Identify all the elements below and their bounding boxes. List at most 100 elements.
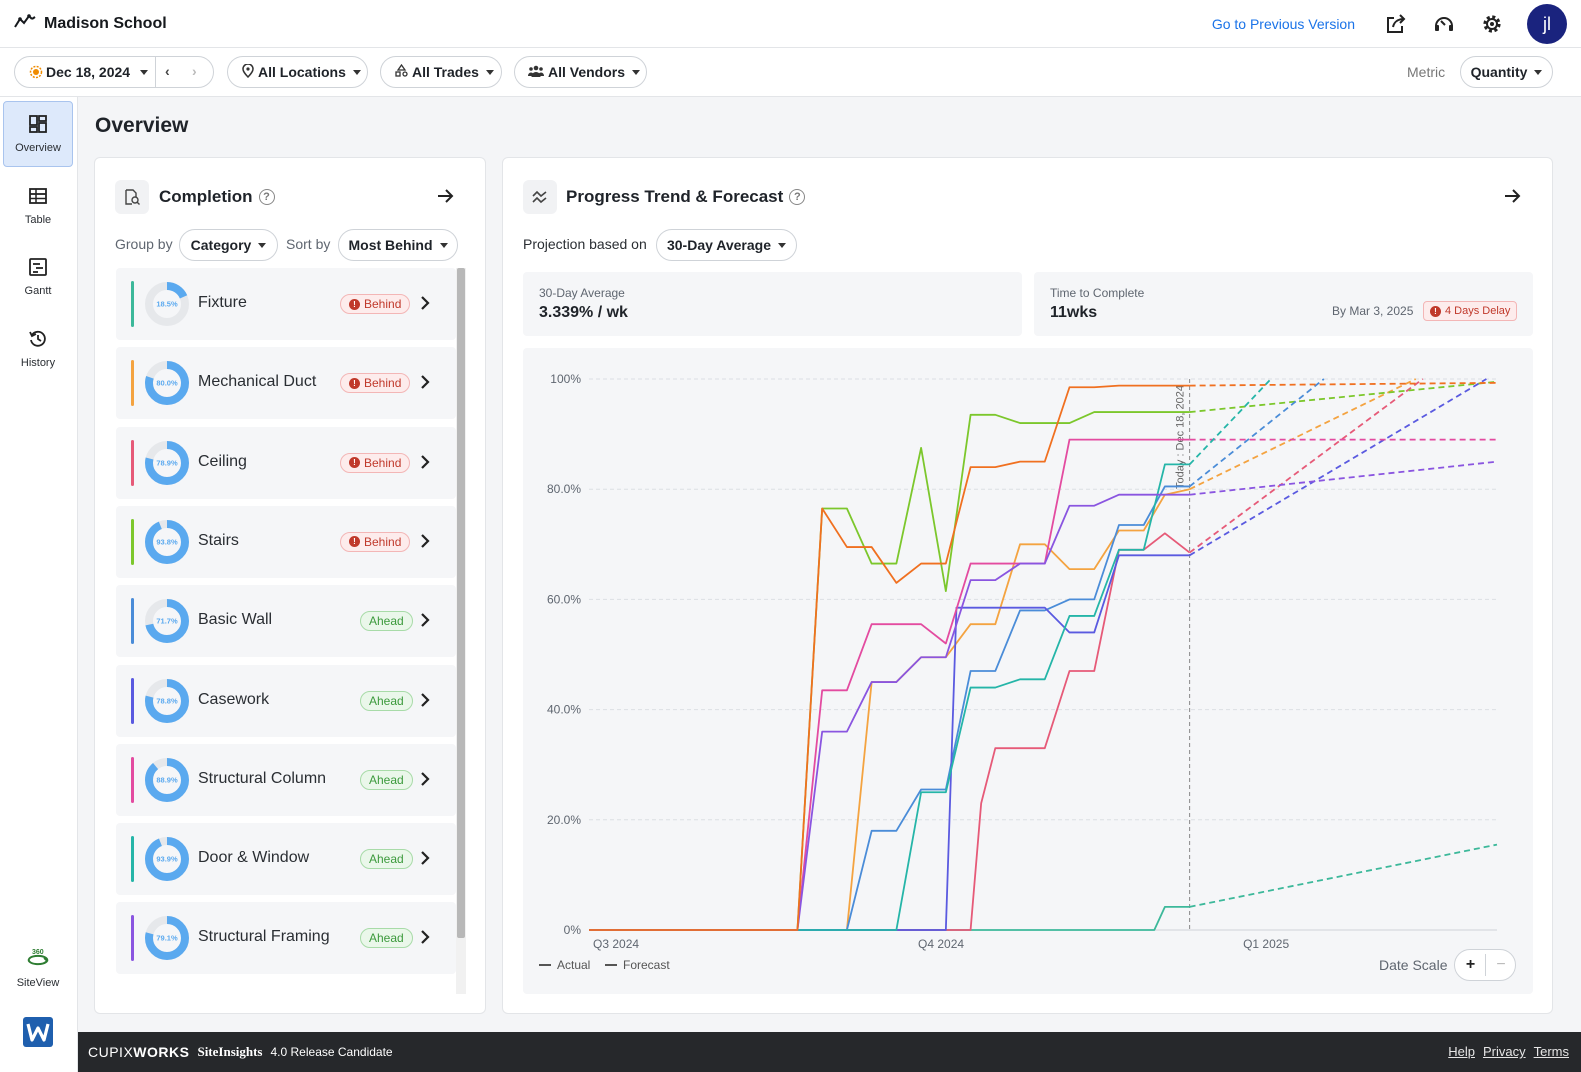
vendors-filter[interactable]: All Vendors [514,56,647,88]
nav-siteview-label: SiteView [16,977,60,989]
nav-gantt[interactable]: Gantt [3,244,73,310]
trend-title: Progress Trend & Forecast? [566,187,806,207]
donut-fill [145,519,189,564]
projection-select[interactable]: 30-Day Average [656,229,797,261]
x-tick-label: Q3 2024 [593,937,639,951]
table-icon [28,186,48,209]
forecast-line [1189,378,1487,557]
zoom-out-button[interactable]: − [1496,956,1506,973]
svg-text:360: 360 [32,949,44,956]
legend-forecast-swatch [605,964,617,966]
nav-table[interactable]: Table [3,173,73,239]
donut-percent-label: 78.8% [156,696,178,705]
y-tick-label: 0% [564,923,582,937]
forecast-line [1189,378,1424,554]
sidebar: Overview Table Gantt History 360 SiteVie… [0,97,78,1072]
donut-percent-label: 71.7% [156,617,178,626]
trend-title-text: Progress Trend & Forecast [566,187,784,206]
chevron-right-icon[interactable] [420,374,430,395]
nav-history[interactable]: History [3,316,73,382]
next-date-chevron-icon[interactable]: › [192,63,197,79]
completion-donut: 71.7% [145,599,189,644]
status-text: Ahead [369,852,404,867]
donut-percent-label: 93.9% [156,855,178,864]
completion-row[interactable]: 18.5% Fixture! Behind [116,268,456,340]
group-by-caret-icon [258,242,267,248]
chevron-right-icon[interactable] [420,295,430,316]
support-icon[interactable] [1431,11,1457,37]
completion-row[interactable]: 88.9% Structural Column Ahead [116,743,456,816]
completion-row[interactable]: 93.9% Door & Window Ahead [116,823,456,896]
terms-link[interactable]: Terms [1533,1044,1569,1059]
status-text: Behind [364,376,402,391]
completion-row[interactable]: 78.9% Ceiling! Behind [116,426,456,499]
completion-help-icon[interactable]: ? [258,189,275,205]
chevron-right-icon[interactable] [420,533,430,554]
vendors-caret-icon [632,69,641,75]
sort-by-select[interactable]: Most Behind [338,229,458,261]
forecast-line [1189,381,1498,387]
category-name: Stairs [198,531,239,549]
metric-select[interactable]: Quantity [1460,56,1553,88]
footer-version: 4.0 Release Candidate [270,1045,393,1059]
delay-badge: ! 4 Days Delay [1423,301,1518,321]
y-tick-label: 100% [550,372,581,386]
nav-overview[interactable]: Overview [3,101,73,167]
status-badge: Ahead [360,928,413,949]
donut-fill [145,837,189,882]
actual-line [589,411,1190,931]
progress-chart[interactable]: 0% 20.0% 40.0% 60.0% 80.0% 100% Q3 2024 Q4 2024… [523,348,1533,994]
status-text: Ahead [369,693,404,708]
completion-row[interactable]: 78.8% Casework Ahead [116,664,456,737]
completion-row[interactable]: 93.8% Stairs! Behind [116,505,456,578]
sort-by-caret-icon [439,242,448,248]
category-name: Structural Framing [198,928,330,946]
chevron-right-icon[interactable] [420,771,430,792]
donut-fill [145,599,189,644]
share-icon[interactable] [1383,11,1409,37]
chevron-right-icon[interactable] [420,692,430,713]
completion-donut: 80.0% [145,361,189,406]
user-avatar[interactable]: jl [1527,4,1567,44]
brand[interactable]: Madison School [14,13,167,34]
trend-expand-arrow-icon[interactable] [1503,187,1521,210]
date-caret-icon [140,70,148,75]
actual-line [589,554,1190,931]
prev-date-chevron-icon[interactable]: ‹ [165,63,170,79]
group-by-select[interactable]: Category [179,229,278,261]
category-color-bar [131,360,134,407]
chevron-right-icon[interactable] [420,454,430,475]
nav-siteview[interactable]: 360 SiteView [3,935,73,1001]
zoom-in-button[interactable]: + [1465,956,1476,973]
list-scrollbar-thumb[interactable] [457,268,465,938]
completion-row[interactable]: 80.0% Mechanical Duct! Behind [116,347,456,420]
metric-label: Metric [1407,64,1446,80]
trend-help-icon[interactable]: ? [789,189,806,205]
nav-table-label: Table [24,214,52,226]
previous-version-link[interactable]: Go to Previous Version [1211,16,1355,32]
metric-caret-icon [1534,69,1543,75]
completion-expand-arrow-icon[interactable] [436,187,454,210]
category-name: Casework [198,690,270,708]
chevron-right-icon[interactable] [420,850,430,871]
date-picker[interactable]: Dec 18, 2024 ‹ › [14,56,214,88]
chevron-right-icon[interactable] [420,929,430,950]
settings-gear-icon[interactable] [1479,11,1505,37]
completion-row[interactable]: 79.1% Structural Framing Ahead [116,902,456,975]
completion-donut: 88.9% [145,757,189,802]
category-color-bar [131,598,134,645]
projection-caret-icon [778,242,787,248]
group-by-label: Group by [115,236,173,252]
help-link[interactable]: Help [1448,1044,1475,1059]
completion-donut: 79.1% [145,916,189,961]
projection-value: 30-Day Average [666,237,772,253]
page-title: Overview [95,114,189,137]
location-pin-icon [242,62,254,81]
locations-filter[interactable]: All Locations [227,56,368,88]
chevron-right-icon[interactable] [420,612,430,633]
privacy-link[interactable]: Privacy [1482,1044,1526,1059]
completion-row[interactable]: 71.7% Basic Wall Ahead [116,585,456,658]
y-tick-label: 60.0% [547,592,581,606]
date-scale-control: + − [1454,949,1516,981]
trades-filter[interactable]: All Trades [380,56,502,88]
